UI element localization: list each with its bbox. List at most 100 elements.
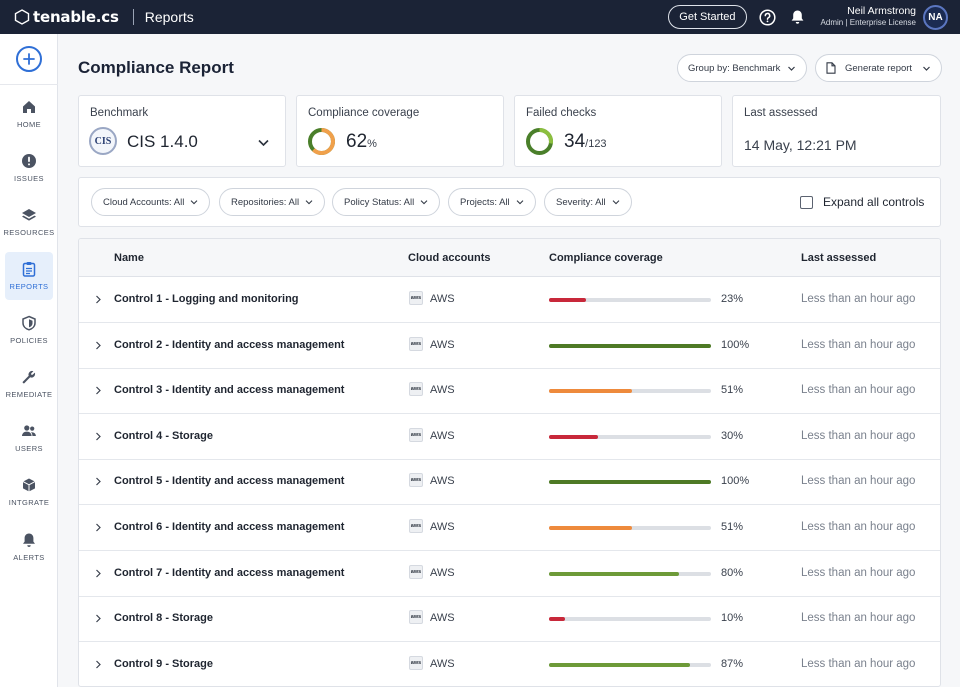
sidebar-item-label: REPORTS (9, 282, 49, 291)
chevron-down-icon (190, 200, 198, 205)
control-name[interactable]: Control 1 - Logging and monitoring (114, 293, 299, 305)
table-row[interactable]: Control 8 - Storage aws AWS 10% Less than an… (79, 596, 940, 643)
avatar[interactable]: NA (923, 4, 948, 30)
projects-filter[interactable]: Projects: All (448, 188, 536, 216)
chevron-right-icon[interactable] (94, 477, 102, 486)
filter-bar: Cloud Accounts: All Repositories: All Po… (78, 177, 941, 227)
chevron-right-icon[interactable] (94, 614, 102, 623)
benchmark-card[interactable]: Benchmark CIS CIS 1.4.0 (78, 95, 286, 167)
control-name[interactable]: Control 9 - Storage (114, 657, 214, 670)
sidebar-item-alerts[interactable]: ALERTS (5, 523, 53, 571)
add-button[interactable] (16, 46, 42, 72)
aws-icon: aws (409, 655, 423, 670)
aws-icon: aws (409, 336, 423, 351)
severity-filter[interactable]: Severity: All (544, 188, 632, 216)
coverage-bar (549, 526, 711, 530)
sidebar-item-label: POLICIES (10, 336, 48, 345)
repositories-filter[interactable]: Repositories: All (219, 188, 326, 216)
chevron-right-icon[interactable] (94, 432, 102, 441)
cloud-account-label: AWS (430, 521, 455, 533)
tenable-logo[interactable]: tenable.cs (14, 8, 119, 26)
coverage-percent: 23% (721, 293, 744, 305)
failed-checks-donut (526, 128, 553, 155)
control-name[interactable]: Control 3 - Identity and access manageme… (114, 384, 345, 397)
filter-label: Projects: All (460, 196, 510, 208)
chevron-down-icon[interactable] (257, 136, 270, 149)
control-name[interactable]: Control 6 - Identity and access manageme… (114, 521, 345, 533)
coverage-label: Compliance coverage (308, 107, 420, 119)
column-header-last-assessed[interactable]: Last assessed (801, 252, 877, 264)
aws-icon: aws (409, 519, 423, 533)
last-assessed-value: Less than an hour ago (801, 338, 916, 351)
control-name[interactable]: Control 5 - Identity and access manageme… (114, 475, 345, 488)
control-name[interactable]: Control 4 - Storage (114, 429, 214, 442)
chevron-right-icon[interactable] (94, 386, 102, 395)
sidebar-item-resources[interactable]: RESOURCES (3, 198, 55, 246)
sidebar-item-label: INTGRATE (8, 498, 50, 507)
coverage-bar (549, 434, 711, 439)
cloud-account-label: AWS (430, 384, 455, 397)
table-row[interactable]: Control 9 - Storage aws AWS 87% Less than an… (79, 642, 940, 686)
sidebar-item-remediate[interactable]: REMEDIATE (5, 360, 53, 408)
sidebar-item-integrate[interactable]: INTGRATE (5, 468, 53, 516)
last-assessed-value: Less than an hour ago (801, 384, 916, 397)
coverage-donut (308, 128, 335, 155)
help-icon[interactable] (759, 8, 777, 26)
table-row[interactable]: Control 1 - Logging and monitoring aws AWS… (79, 277, 940, 323)
chevron-right-icon[interactable] (94, 523, 102, 532)
aws-icon: aws (409, 564, 423, 579)
users-icon (22, 425, 36, 436)
table-row[interactable]: Control 4 - Storage aws AWS 30% Less than an… (79, 414, 940, 460)
expand-all-checkbox[interactable] (800, 196, 813, 209)
sidebar-item-home[interactable]: HOME (5, 90, 53, 138)
coverage-bar (549, 617, 711, 622)
sidebar-item-label: RESOURCES (3, 228, 55, 237)
document-icon (826, 62, 836, 74)
notifications-bell-icon[interactable] (789, 8, 807, 26)
control-name[interactable]: Control 8 - Storage (114, 612, 214, 625)
failed-checks-label: Failed checks (526, 107, 597, 119)
column-header-compliance-coverage[interactable]: Compliance coverage (549, 252, 663, 264)
chevron-down-icon (305, 200, 313, 205)
table-row[interactable]: Control 7 - Identity and access manageme… (79, 551, 940, 597)
column-header-cloud-accounts[interactable]: Cloud accounts (408, 252, 491, 264)
group-by-label: Group by: Benchmark (688, 62, 781, 74)
benchmark-value: CIS 1.4.0 (127, 132, 198, 151)
sidebar-item-reports[interactable]: REPORTS (5, 252, 53, 300)
coverage-percent: 51% (721, 384, 744, 397)
chevron-right-icon[interactable] (94, 295, 102, 304)
control-name[interactable]: Control 7 - Identity and access manageme… (114, 566, 345, 579)
control-name[interactable]: Control 2 - Identity and access manageme… (114, 338, 345, 351)
coverage-bar (549, 571, 711, 576)
sidebar-item-policies[interactable]: POLICIES (5, 306, 53, 354)
generate-report-button[interactable]: Generate report (815, 54, 943, 82)
column-header-name[interactable]: Name (114, 252, 144, 264)
chevron-right-icon[interactable] (94, 569, 102, 578)
chevron-right-icon[interactable] (94, 341, 102, 350)
layers-icon (22, 209, 36, 221)
cloud-accounts-filter[interactable]: Cloud Accounts: All (91, 188, 211, 216)
table-row[interactable]: Control 2 - Identity and access manageme… (79, 323, 940, 369)
group-by-dropdown[interactable]: Group by: Benchmark (677, 54, 808, 82)
get-started-button[interactable]: Get Started (668, 5, 747, 29)
table-row[interactable]: Control 5 - Identity and access manageme… (79, 459, 940, 506)
cis-logo: CIS (89, 127, 117, 155)
table-row[interactable]: Control 3 - Identity and access manageme… (79, 368, 940, 415)
sidebar-item-users[interactable]: USERS (5, 414, 53, 462)
policy-status-filter[interactable]: Policy Status: All (332, 188, 441, 216)
user-info[interactable]: Neil Armstrong Admin | Enterprise Licens… (821, 6, 916, 28)
wrench-icon (22, 370, 36, 384)
coverage-bar (549, 480, 711, 485)
coverage-bar-fill (549, 526, 632, 530)
cloud-account-label: AWS (430, 612, 455, 625)
plus-icon (23, 53, 35, 65)
sidebar-item-issues[interactable]: ISSUES (5, 144, 53, 192)
failed-checks-value: 34/123 (564, 131, 607, 152)
generate-report-label: Generate report (845, 62, 913, 74)
table-row[interactable]: Control 6 - Identity and access manageme… (79, 505, 940, 551)
last-assessed-value: Less than an hour ago (801, 566, 916, 579)
table-header: Name Cloud accounts Compliance coverage … (79, 239, 940, 277)
expand-all-label[interactable]: Expand all controls (823, 195, 925, 209)
chevron-right-icon[interactable] (94, 660, 102, 669)
coverage-bar (549, 343, 711, 348)
